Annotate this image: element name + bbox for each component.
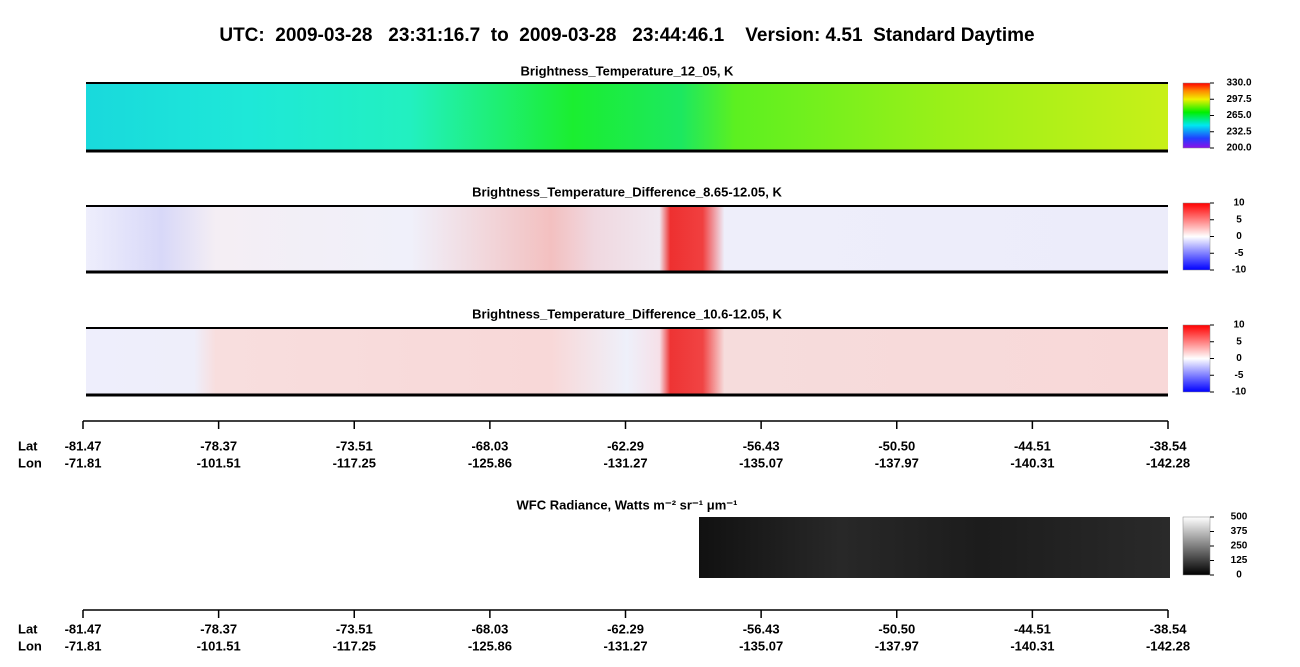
colorbar-tick-label: 0 (1236, 231, 1242, 242)
panel-title: WFC Radiance, Watts m⁻² sr⁻¹ μm⁻¹ (517, 497, 738, 512)
axis-row-label: Lat (18, 438, 38, 453)
lon-label: -142.28 (1146, 455, 1190, 470)
colorbar-tick-label: 10 (1233, 198, 1245, 209)
colorbar-tick-label: 250 (1231, 541, 1248, 552)
lat-label: -73.51 (336, 438, 373, 453)
lat-label: -38.54 (1150, 438, 1188, 453)
lon-label: -140.31 (1010, 638, 1054, 653)
lat-label: -50.50 (878, 621, 915, 636)
colorbar-tick-label: -5 (1235, 370, 1244, 381)
colorbar-tick-label: 500 (1231, 512, 1248, 523)
lat-label: -78.37 (200, 438, 237, 453)
lat-label: -78.37 (200, 621, 237, 636)
colorbar-tick-label: 297.5 (1226, 94, 1251, 105)
image-strip (699, 517, 1170, 578)
lat-label: -44.51 (1014, 621, 1051, 636)
colorbar-tick-label: 200.0 (1226, 143, 1251, 154)
panel-title: Brightness_Temperature_Difference_10.6-1… (472, 306, 782, 321)
colorbar-tick-label: 0 (1236, 353, 1242, 364)
lon-label: -140.31 (1010, 455, 1054, 470)
lat-label: -73.51 (336, 621, 373, 636)
axis-row-label: Lon (18, 638, 42, 653)
figure-title: UTC: 2009-03-28 23:31:16.7 to 2009-03-28… (219, 25, 1034, 46)
panel-title: Brightness_Temperature_12_05, K (521, 63, 735, 78)
axis-row-label: Lat (18, 621, 38, 636)
colorbar (1182, 82, 1211, 149)
lat-label: -56.43 (743, 621, 780, 636)
lon-label: -117.25 (333, 638, 376, 653)
lat-label: -81.47 (65, 621, 102, 636)
lon-label: -131.27 (603, 638, 647, 653)
lat-label: -44.51 (1014, 438, 1051, 453)
lon-label: -135.07 (739, 455, 783, 470)
colorbar (1182, 324, 1211, 393)
lon-label: -135.07 (739, 638, 783, 653)
lon-label: -101.51 (197, 638, 241, 653)
colorbar-tick-label: 125 (1231, 555, 1248, 566)
axis-row-label: Lon (18, 455, 42, 470)
image-strip (86, 83, 1168, 151)
colorbar-tick-label: 232.5 (1226, 126, 1251, 137)
lon-label: -125.86 (468, 455, 512, 470)
colorbar-tick-label: -5 (1235, 248, 1244, 259)
image-strip (86, 328, 1168, 395)
lon-label: -71.81 (65, 455, 102, 470)
lat-label: -62.29 (607, 438, 644, 453)
lat-label: -50.50 (878, 438, 915, 453)
lon-label: -71.81 (65, 638, 102, 653)
lon-label: -137.97 (875, 638, 919, 653)
lat-label: -81.47 (65, 438, 102, 453)
colorbar-tick-label: -10 (1232, 387, 1247, 398)
colorbar (1182, 202, 1211, 271)
lon-label: -117.25 (333, 455, 376, 470)
colorbar-tick-label: 0 (1236, 570, 1242, 581)
colorbar-tick-label: 5 (1236, 336, 1242, 347)
colorbar-tick-label: 5 (1236, 214, 1242, 225)
colorbar-tick-label: -10 (1232, 265, 1247, 276)
lon-label: -137.97 (875, 455, 919, 470)
colorbar (1182, 516, 1211, 576)
colorbar-tick-label: 265.0 (1226, 110, 1251, 121)
lon-label: -101.51 (197, 455, 241, 470)
panel-title: Brightness_Temperature_Difference_8.65-1… (472, 184, 782, 199)
colorbar-tick-label: 330.0 (1226, 78, 1251, 89)
lat-label: -56.43 (743, 438, 780, 453)
lat-label: -38.54 (1150, 621, 1188, 636)
lat-label: -68.03 (471, 438, 508, 453)
lon-label: -131.27 (603, 455, 647, 470)
colorbar-tick-label: 10 (1233, 320, 1245, 331)
image-strip (86, 206, 1168, 272)
lon-label: -125.86 (468, 638, 512, 653)
lat-label: -62.29 (607, 621, 644, 636)
lon-label: -142.28 (1146, 638, 1190, 653)
lat-label: -68.03 (471, 621, 508, 636)
colorbar-tick-label: 375 (1231, 526, 1248, 537)
